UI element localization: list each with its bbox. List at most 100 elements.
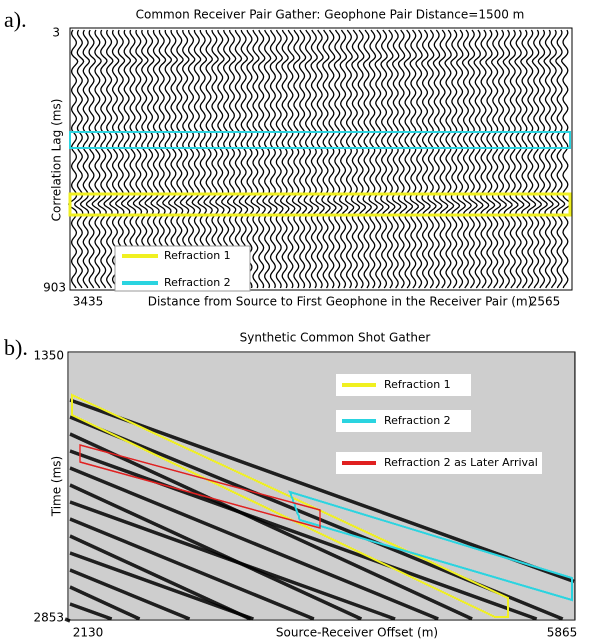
legend-entry: Refraction 1 — [164, 249, 231, 262]
trace — [444, 29, 455, 289]
trace — [386, 29, 396, 289]
legend-entry: Refraction 2 as Later Arrival — [384, 456, 538, 469]
x-axis-label: Source-Receiver Offset (m) — [276, 626, 438, 640]
trace — [126, 29, 137, 289]
traces — [68, 29, 572, 289]
traces — [64, 353, 575, 623]
trace — [485, 29, 496, 289]
trace — [479, 29, 490, 289]
trace — [380, 29, 390, 289]
trace — [502, 29, 513, 289]
refraction-1-box — [68, 192, 572, 217]
event — [69, 449, 538, 621]
event — [69, 534, 252, 621]
trace — [356, 29, 367, 289]
trace — [491, 29, 502, 289]
trace — [109, 29, 120, 289]
x-tick-label: 5865 — [547, 626, 578, 640]
trace — [291, 29, 302, 289]
panel-title: Synthetic Common Shot Gather — [240, 331, 431, 345]
trace — [285, 29, 296, 289]
trace — [426, 29, 437, 289]
trace — [256, 29, 266, 289]
trace — [73, 29, 85, 289]
trace — [514, 29, 525, 289]
legend-entry: Refraction 1 — [384, 378, 451, 391]
trace — [97, 29, 108, 289]
trace — [162, 29, 173, 289]
y-tick-label: 2853 — [33, 611, 64, 625]
trace — [132, 29, 143, 289]
trace — [138, 29, 149, 289]
event — [69, 483, 363, 621]
trace — [461, 29, 472, 289]
trace — [450, 29, 461, 289]
y-axis-label: Correlation Lag (ms) — [50, 99, 64, 222]
trace — [368, 29, 378, 289]
trace — [114, 29, 126, 289]
trace — [362, 29, 373, 289]
trace — [338, 29, 349, 289]
trace — [467, 29, 478, 289]
trace — [525, 29, 537, 289]
trace — [244, 29, 254, 289]
refraction-2-outline — [288, 490, 573, 602]
trace — [68, 29, 79, 289]
panel-title: Common Receiver Pair Gather: Geophone Pa… — [136, 8, 525, 22]
trace — [85, 29, 96, 289]
trace — [268, 29, 278, 289]
trace — [315, 29, 325, 289]
trace — [156, 29, 167, 289]
trace — [344, 29, 355, 289]
trace — [191, 30, 202, 288]
event — [69, 500, 396, 621]
trace — [197, 29, 208, 289]
panel-label: a). — [4, 7, 27, 32]
trace — [120, 29, 132, 289]
event — [69, 551, 254, 621]
trace — [397, 29, 408, 289]
x-axis-label: Distance from Source to First Geophone i… — [148, 295, 533, 309]
legend-entry: Refraction 2 — [164, 276, 231, 289]
trace — [409, 29, 419, 289]
event — [69, 466, 439, 621]
trace — [173, 29, 184, 289]
plot-frame — [67, 351, 576, 621]
x-tick-label: 3435 — [73, 295, 104, 309]
trace — [374, 29, 384, 289]
trace — [262, 29, 272, 289]
trace — [179, 29, 190, 289]
trace — [209, 29, 219, 289]
trace — [238, 29, 249, 289]
panel-label: b). — [4, 335, 28, 360]
trace — [561, 29, 572, 289]
trace — [531, 29, 543, 289]
trace — [473, 29, 484, 289]
trace — [391, 29, 402, 289]
trace — [303, 29, 314, 289]
event — [69, 585, 141, 621]
trace — [232, 29, 243, 289]
trace — [549, 29, 560, 289]
trace — [555, 29, 566, 289]
legend-box — [336, 410, 471, 432]
later-arrival-outline — [79, 444, 321, 529]
trace — [321, 29, 331, 289]
event — [69, 568, 191, 621]
trace — [203, 29, 213, 289]
trace — [543, 29, 554, 289]
legend-entry: Refraction 2 — [384, 414, 451, 427]
trace — [221, 29, 231, 289]
trace — [297, 29, 308, 289]
event — [69, 602, 113, 621]
trace — [520, 29, 531, 289]
trace — [432, 29, 443, 289]
trace — [537, 29, 548, 289]
trace — [227, 29, 237, 289]
trace — [309, 29, 319, 289]
trace — [150, 29, 161, 289]
trace — [91, 29, 102, 289]
y-tick-label: 1350 — [33, 349, 64, 363]
